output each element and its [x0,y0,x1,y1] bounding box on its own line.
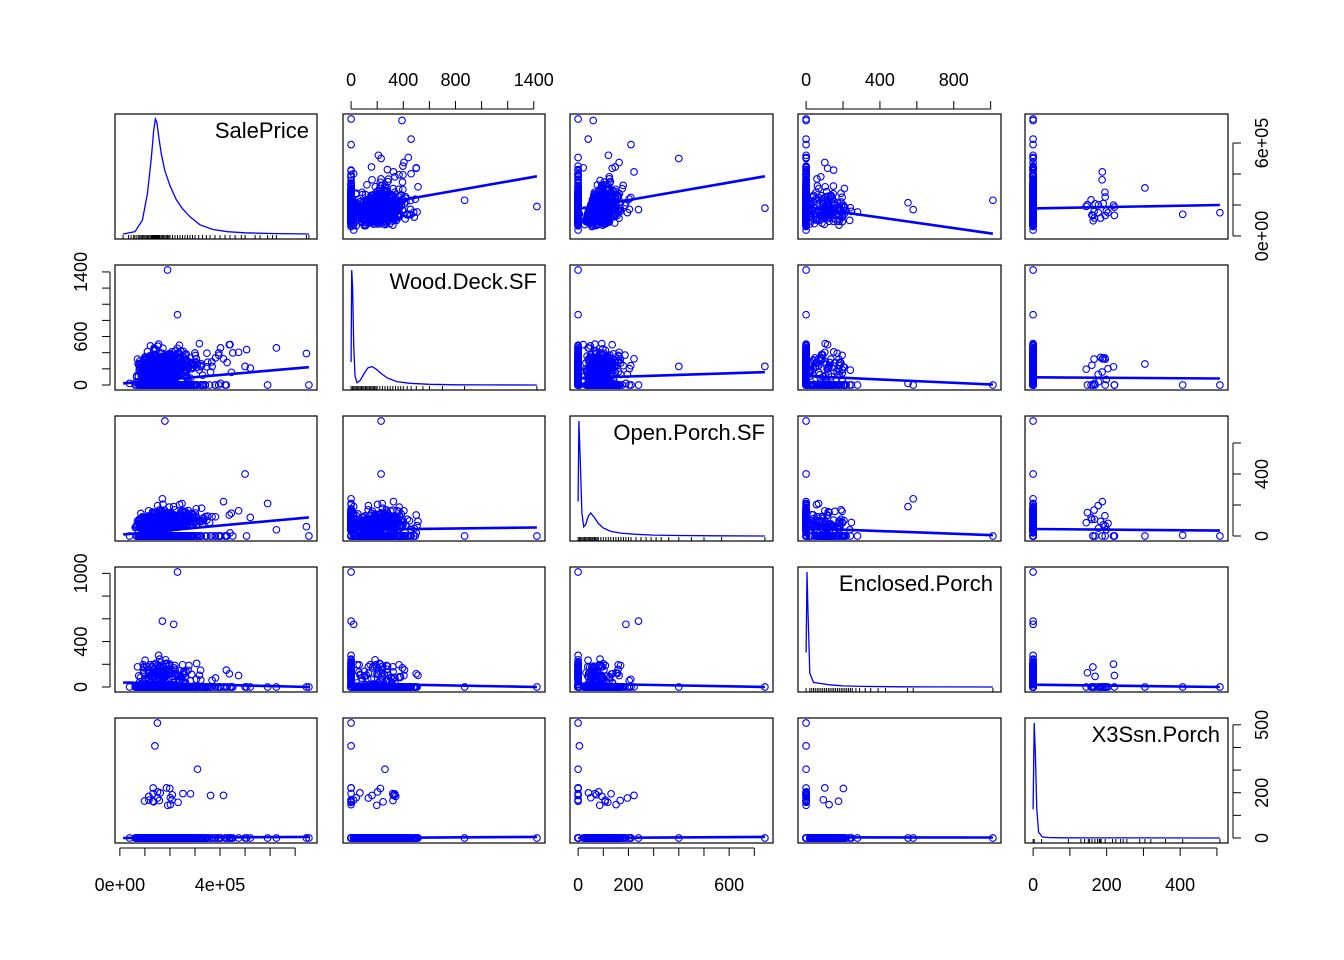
points-layer [125,115,1224,842]
data-point [219,354,228,363]
data-point [367,163,376,171]
data-point [674,154,683,163]
data-point [615,158,623,167]
data-point [368,175,376,184]
panel-points-X3Ssn.Porch-vs-SalePrice [1029,115,1224,234]
data-point [829,166,838,174]
data-point [574,153,582,162]
data-point [391,172,399,181]
data-point [589,116,598,125]
data-point [909,205,918,214]
data-point [398,178,407,186]
data-point [761,204,769,212]
data-point [163,266,172,274]
panel-points-Wood.Deck.SF-vs-SalePrice [347,115,541,234]
data-point [630,168,638,176]
data-point [627,140,635,149]
data-point [584,135,593,143]
data-point [1141,184,1149,192]
data-point [1216,208,1224,217]
data-point [1101,188,1109,197]
data-point [1098,168,1107,176]
data-point [829,182,838,190]
data-point [409,208,418,217]
panel-points-Enclosed.Porch-vs-SalePrice [802,115,997,234]
data-point [574,115,582,123]
data-point [845,216,854,225]
data-point [838,193,846,202]
data-point [904,198,912,207]
data-point [347,140,355,149]
data-point [414,182,422,191]
data-point [173,310,182,319]
data-point [1087,196,1095,204]
data-point [1102,207,1111,215]
data-point [1178,210,1187,219]
data-point [223,358,231,367]
data-point [604,151,613,160]
data-point [272,344,281,352]
data-point [347,115,355,123]
data-point [347,170,355,179]
data-point [407,169,415,178]
data-point [399,170,407,179]
data-point [1098,175,1106,184]
data-point [355,208,363,217]
data-point [840,184,849,193]
data-point [305,381,313,389]
data-point [263,381,272,389]
panel-points-Open.Porch.SF-vs-Wood.Deck.SF [574,266,769,389]
data-point [407,135,415,143]
data-point [1110,211,1119,220]
data-point [533,202,541,211]
data-point [398,116,406,125]
data-point [400,158,408,167]
data-point [363,180,371,189]
data-point [460,196,469,205]
data-point [347,176,355,185]
data-point [242,345,251,354]
data-point [384,177,392,186]
data-point [413,208,421,216]
data-point [195,339,204,348]
data-point [989,196,997,205]
data-point [203,349,211,358]
data-point [634,205,643,214]
panel-points-Open.Porch.SF-vs-SalePrice [574,115,769,234]
data-point [394,185,403,194]
data-point [302,349,311,358]
data-point [398,185,407,194]
data-point [399,162,407,170]
data-point [404,153,413,162]
